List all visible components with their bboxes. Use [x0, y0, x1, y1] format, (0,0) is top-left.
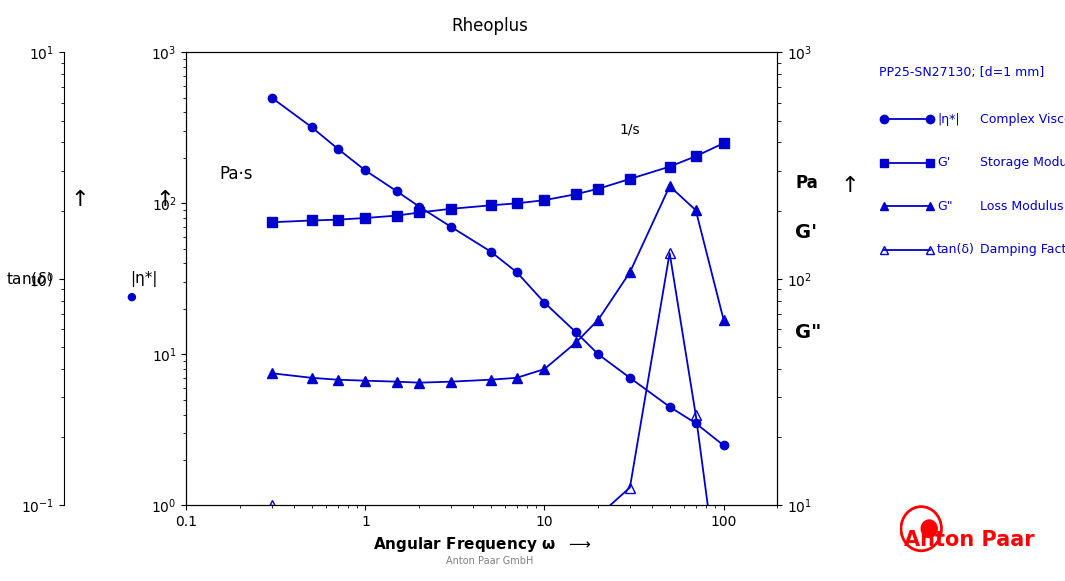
Text: |η*|: |η*|	[130, 271, 158, 287]
Text: Damping Factor: Damping Factor	[980, 243, 1065, 256]
X-axis label: Angular Frequency ω  $\longrightarrow$: Angular Frequency ω $\longrightarrow$	[373, 535, 591, 554]
Text: Anton Paar: Anton Paar	[904, 530, 1034, 550]
Text: G": G"	[937, 200, 953, 213]
Text: Storage Modulus: Storage Modulus	[980, 156, 1065, 169]
Text: ↑: ↑	[70, 191, 89, 210]
Text: Pa: Pa	[796, 174, 818, 192]
Text: 1/s: 1/s	[620, 123, 640, 137]
Text: G': G'	[796, 223, 817, 242]
Text: |η*|: |η*|	[937, 113, 960, 125]
Text: tan(δ): tan(δ)	[937, 243, 976, 256]
Text: Complex Viscosity: Complex Viscosity	[980, 113, 1065, 125]
Text: Rheoplus: Rheoplus	[452, 17, 528, 35]
Text: ↑: ↑	[840, 176, 859, 196]
Text: ↑: ↑	[155, 191, 175, 210]
Text: Pa·s: Pa·s	[219, 165, 252, 183]
Text: G": G"	[796, 323, 821, 342]
Text: Anton Paar GmbH: Anton Paar GmbH	[446, 557, 534, 566]
Circle shape	[921, 520, 937, 537]
Text: tan($\delta$): tan($\delta$)	[6, 270, 53, 288]
Text: G': G'	[937, 156, 950, 169]
Text: Loss Modulus: Loss Modulus	[980, 200, 1063, 213]
Text: PP25-SN27130; [d=1 mm]: PP25-SN27130; [d=1 mm]	[879, 66, 1044, 79]
Text: ●: ●	[126, 291, 136, 302]
